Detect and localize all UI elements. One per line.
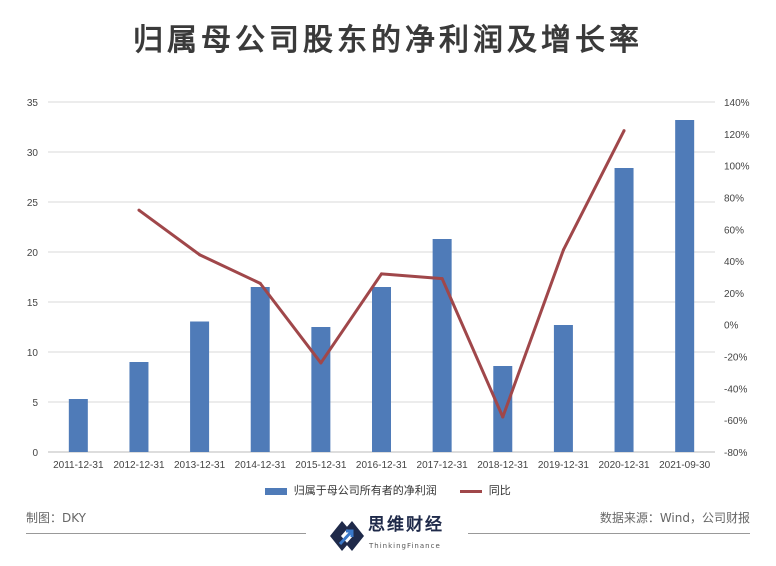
bar (675, 120, 695, 452)
logo-mark-icon (330, 521, 364, 551)
legend-swatch-bar (265, 487, 288, 495)
y-tick-label: 5 (32, 398, 38, 409)
y2-tick-label: 100% (724, 162, 750, 173)
growth-point (380, 272, 383, 276)
growth-point (561, 248, 565, 252)
bar (553, 325, 573, 452)
y2-tick-label: 40% (724, 257, 744, 268)
credit-text: 制图：DKY (26, 511, 87, 525)
y2-tick-label: 0% (724, 321, 739, 332)
x-tick-label: 2021-09-30 (659, 460, 711, 471)
chart-plot: 0 5 10 15 20 25 30 35 -80% -60% -40% -20% 0% 20% 40% 60… (27, 98, 750, 471)
y2-tick-label: 20% (724, 289, 744, 300)
legend: 归属于母公司所有者的净利润 同比 (0, 484, 776, 498)
logo-subtext: ThinkingFinance (369, 542, 441, 550)
y-tick-label: 30 (27, 148, 39, 159)
y-tick-label: 25 (27, 198, 39, 209)
y-tick-label: 20 (27, 248, 39, 259)
bar (311, 327, 331, 452)
y2-tick-label: 60% (724, 225, 744, 236)
x-tick-label: 2014-12-31 (235, 460, 287, 471)
x-tick-label: 2012-12-31 (113, 460, 165, 471)
x-tick-label: 2018-12-31 (477, 460, 529, 471)
growth-point (440, 277, 444, 281)
growth-point (137, 208, 141, 212)
y-tick-label: 0 (32, 448, 38, 459)
y2-tick-label: 80% (724, 193, 744, 204)
y-tick-label: 10 (27, 348, 39, 359)
y2-tick-label: 120% (724, 130, 750, 141)
growth-point (319, 361, 323, 365)
legend-swatch-line (460, 489, 483, 493)
x-tick-label: 2013-12-31 (174, 460, 226, 471)
x-tick-label: 2019-12-31 (538, 460, 590, 471)
x-tick-label: 2011-12-31 (53, 460, 104, 471)
x-tick-label: 2017-12-31 (417, 460, 469, 471)
bar (372, 287, 391, 452)
y-tick-label: 15 (27, 298, 39, 309)
growth-point (622, 129, 626, 133)
divider-right (468, 533, 750, 534)
divider-left (26, 533, 306, 534)
y-tick-label: 35 (27, 98, 39, 109)
bar (493, 366, 513, 452)
legend-label-line: 同比 (488, 484, 511, 497)
growth-point (258, 281, 262, 285)
y2-tick-label: -60% (724, 416, 747, 427)
x-tick-label: 2020-12-31 (598, 460, 650, 471)
growth-point (501, 415, 505, 419)
source-text: 数据来源：Wind，公司财报 (599, 511, 750, 525)
y2-tick-label: -80% (724, 448, 747, 459)
y2-tick-label: 140% (724, 98, 750, 109)
growth-point (198, 253, 202, 257)
legend-label-bar: 归属于母公司所有者的净利润 (293, 484, 437, 497)
logo-text: 思维财经 (368, 515, 444, 535)
x-tick-label: 2016-12-31 (356, 460, 408, 471)
bar (129, 362, 149, 452)
bar (250, 287, 270, 452)
x-tick-label: 2015-12-31 (295, 460, 347, 471)
bar (68, 399, 88, 452)
bar (614, 168, 634, 452)
bar (190, 321, 210, 452)
chart-title: 归属母公司股东的净利润及增长率 (133, 23, 643, 58)
y2-tick-label: -40% (724, 384, 747, 395)
logo: 思维财经 ThinkingFinance (328, 515, 458, 563)
bar (432, 239, 452, 452)
y2-tick-label: -20% (724, 353, 747, 364)
